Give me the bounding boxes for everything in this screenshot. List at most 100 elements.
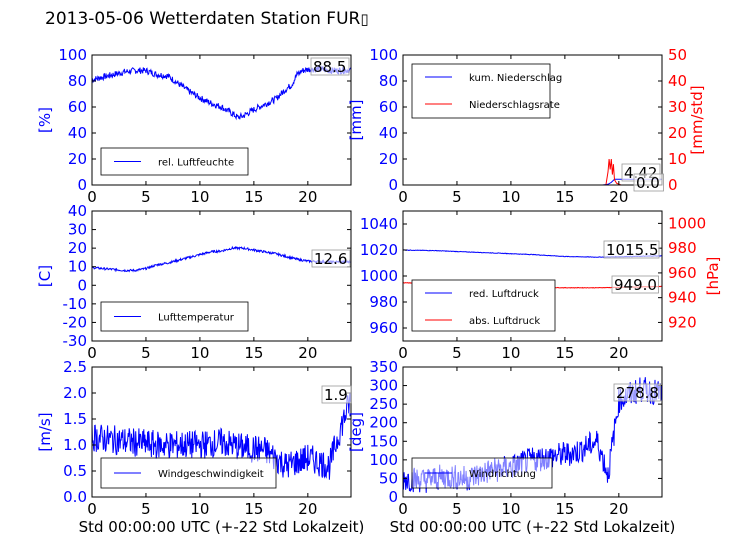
y-tick-label: -30 — [63, 332, 88, 350]
x-axis-label: Std 00:00:00 UTC (+-22 Std Lokalzeit) — [79, 518, 365, 536]
x-tick-label: 10 — [501, 344, 520, 362]
y2-tick-label: 50 — [668, 46, 687, 64]
y2-tick-label: 30 — [668, 98, 687, 116]
legend-label: Windgeschwindigkeit — [158, 469, 264, 480]
x-tick-label: 10 — [190, 188, 209, 206]
x-tick-label: 20 — [298, 344, 317, 362]
y-axis-label: [C] — [36, 265, 54, 287]
y-tick-label: 2.0 — [63, 384, 87, 402]
y-tick-label: 40 — [68, 124, 87, 142]
y-tick-label: 1040 — [360, 215, 398, 233]
y-tick-label: 150 — [369, 432, 398, 450]
last-value-label: 1.9 — [324, 386, 348, 404]
y2-tick-label: 940 — [668, 289, 697, 307]
y-tick-label: 1.0 — [63, 436, 87, 454]
panel-precip: 0 5 10 15 20 0 20 40 60 80 100 0 10 20 30 40 50 [mm/std] [… — [347, 46, 706, 206]
legend-label: Windrichtung — [469, 469, 536, 480]
y-tick-label: 60 — [379, 98, 398, 116]
y2-tick-label: 0 — [668, 176, 678, 194]
x-tick-label: 10 — [501, 500, 520, 518]
panel-temperature: 0 5 10 15 20-30-20-10010203040[C]Lufttempera… — [36, 202, 352, 362]
y-tick-label: 40 — [68, 202, 87, 220]
x-tick-label: 0 — [87, 188, 97, 206]
x-tick-label: 0 — [398, 344, 408, 362]
x-tick-label: 5 — [141, 500, 151, 518]
series-line-precip-1 — [403, 158, 662, 186]
y-tick-label: 250 — [369, 395, 398, 413]
y-tick-label: 60 — [68, 98, 87, 116]
last-value-box — [611, 275, 659, 294]
x-tick-label: 15 — [555, 188, 574, 206]
last-value-box — [603, 240, 660, 259]
y2-axis-label: [mm/std] — [688, 85, 706, 154]
y2-tick-label: 40 — [668, 72, 687, 90]
title-glyph: ▯ — [360, 10, 369, 28]
x-tick-label: 15 — [555, 500, 574, 518]
legend-box — [411, 63, 551, 119]
last-value-label: 88.5 — [313, 58, 346, 76]
x-tick-label: 10 — [501, 188, 520, 206]
y-tick-label: 20 — [379, 150, 398, 168]
y2-tick-label: 980 — [668, 239, 697, 257]
y-tick-label: -10 — [63, 295, 88, 313]
x-tick-label: 20 — [298, 500, 317, 518]
y-tick-label: 1020 — [360, 241, 398, 259]
x-tick-label: 0 — [87, 344, 97, 362]
legend-label: red. Luftdruck — [469, 289, 539, 300]
figure-title: 2013-05-06 Wetterdaten Station FUR▯ — [45, 9, 369, 29]
y-tick-label: 0 — [388, 176, 398, 194]
y-tick-label: 300 — [369, 377, 398, 395]
legend-box — [411, 279, 556, 332]
last-value-label: 0.0 — [636, 174, 660, 192]
y-tick-label: 1000 — [360, 267, 398, 285]
last-value-label: 949.0 — [614, 276, 657, 294]
y-tick-label: 200 — [369, 414, 398, 432]
y-tick-label: 960 — [369, 319, 398, 337]
x-tick-label: 0 — [87, 500, 97, 518]
y2-tick-label: 20 — [668, 124, 687, 142]
x-tick-label: 20 — [609, 188, 628, 206]
last-value-box — [311, 249, 351, 268]
series-line-humidity-0 — [91, 64, 352, 121]
last-value-label: 1015.5 — [606, 241, 659, 259]
x-tick-label: 15 — [244, 188, 263, 206]
last-value-label: 12.6 — [314, 250, 347, 268]
x-tick-label: 20 — [609, 500, 628, 518]
plot-frame — [91, 366, 352, 498]
x-tick-label: 0 — [398, 500, 408, 518]
y-tick-label: 80 — [68, 72, 87, 90]
title-text: 2013-05-06 Wetterdaten Station FUR — [45, 9, 361, 29]
y-tick-label: 100 — [369, 451, 398, 469]
x-tick-label: 20 — [609, 344, 628, 362]
x-tick-label: 15 — [555, 344, 574, 362]
y-tick-label: 0 — [77, 276, 87, 294]
legend-label: Lufttemperatur — [158, 313, 235, 324]
x-tick-label: 10 — [190, 500, 209, 518]
panel-humidity: 0 5 10 15 20 0 20 40 60 80 100 [%] rel. Luftfeuchte 8… — [36, 46, 352, 206]
last-value-box — [613, 383, 661, 402]
legend-label: kum. Niederschlag — [469, 73, 562, 84]
y2-tick-label: 960 — [668, 264, 697, 282]
y-tick-label: 100 — [58, 46, 87, 64]
plot-frame — [91, 210, 352, 342]
y2-tick-label: 920 — [668, 313, 697, 331]
last-value-box — [633, 173, 664, 192]
y-tick-label: 80 — [379, 72, 398, 90]
plot-frame — [91, 54, 352, 186]
legend-label: rel. Luftfeuchte — [158, 158, 234, 169]
x-tick-label: 5 — [141, 188, 151, 206]
y-tick-label: 2.5 — [63, 358, 87, 376]
x-tick-label: 15 — [244, 500, 263, 518]
y-tick-label: 0.5 — [63, 462, 87, 480]
panel-pressure: 0 5 10 15 20 960 980 1000 1020 1040 920 940 960 980 10… — [360, 210, 722, 362]
legend-label: abs. Luftdruck — [469, 316, 540, 327]
panel-windspeed: 0 5 10 15 20 0.0 0.5 1.0 1.5 2.0 2.5 [m/s] Std 00:00… — [36, 358, 364, 536]
x-tick-label: 10 — [190, 344, 209, 362]
y-tick-label: 980 — [369, 293, 398, 311]
y-axis-label: [deg] — [347, 412, 365, 452]
x-tick-label: 5 — [452, 188, 462, 206]
y-tick-label: 20 — [68, 150, 87, 168]
y-tick-label: 0.0 — [63, 488, 87, 506]
